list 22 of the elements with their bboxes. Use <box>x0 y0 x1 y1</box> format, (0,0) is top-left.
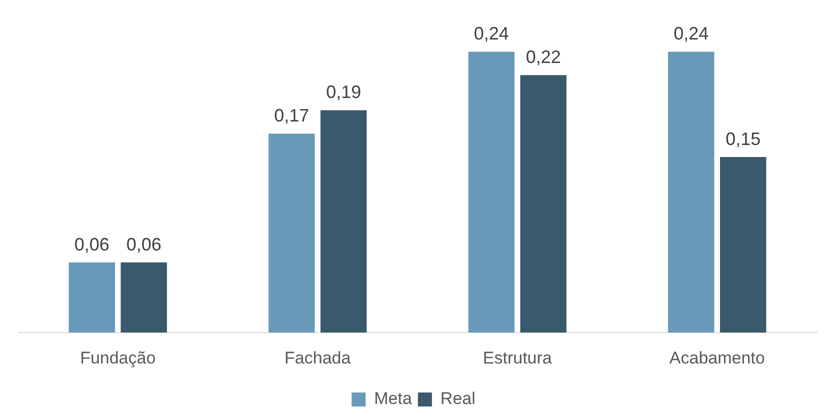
bar <box>668 52 714 333</box>
bar <box>720 157 766 333</box>
x-tick-label: Fundação <box>80 348 156 368</box>
data-label: 0,06 <box>74 234 110 254</box>
bar <box>120 262 167 333</box>
bar <box>468 52 515 333</box>
x-tick-label: Acabamento <box>669 348 765 368</box>
bar <box>520 75 566 333</box>
bar <box>268 134 315 333</box>
data-label: 0,06 <box>126 234 162 254</box>
data-label: 0,15 <box>726 129 761 150</box>
data-label: 0,22 <box>526 47 561 68</box>
data-label: 0,17 <box>274 106 310 126</box>
bar <box>68 262 116 333</box>
x-tick-label: Estrutura <box>482 348 552 368</box>
legend-label: Real <box>440 389 476 408</box>
legend-label: Meta <box>374 389 412 408</box>
data-label: 0,19 <box>326 82 362 102</box>
data-label: 0,24 <box>674 24 709 44</box>
data-label: 0,24 <box>474 24 509 44</box>
x-tick-label: Fachada <box>284 348 352 368</box>
bar <box>320 110 367 333</box>
